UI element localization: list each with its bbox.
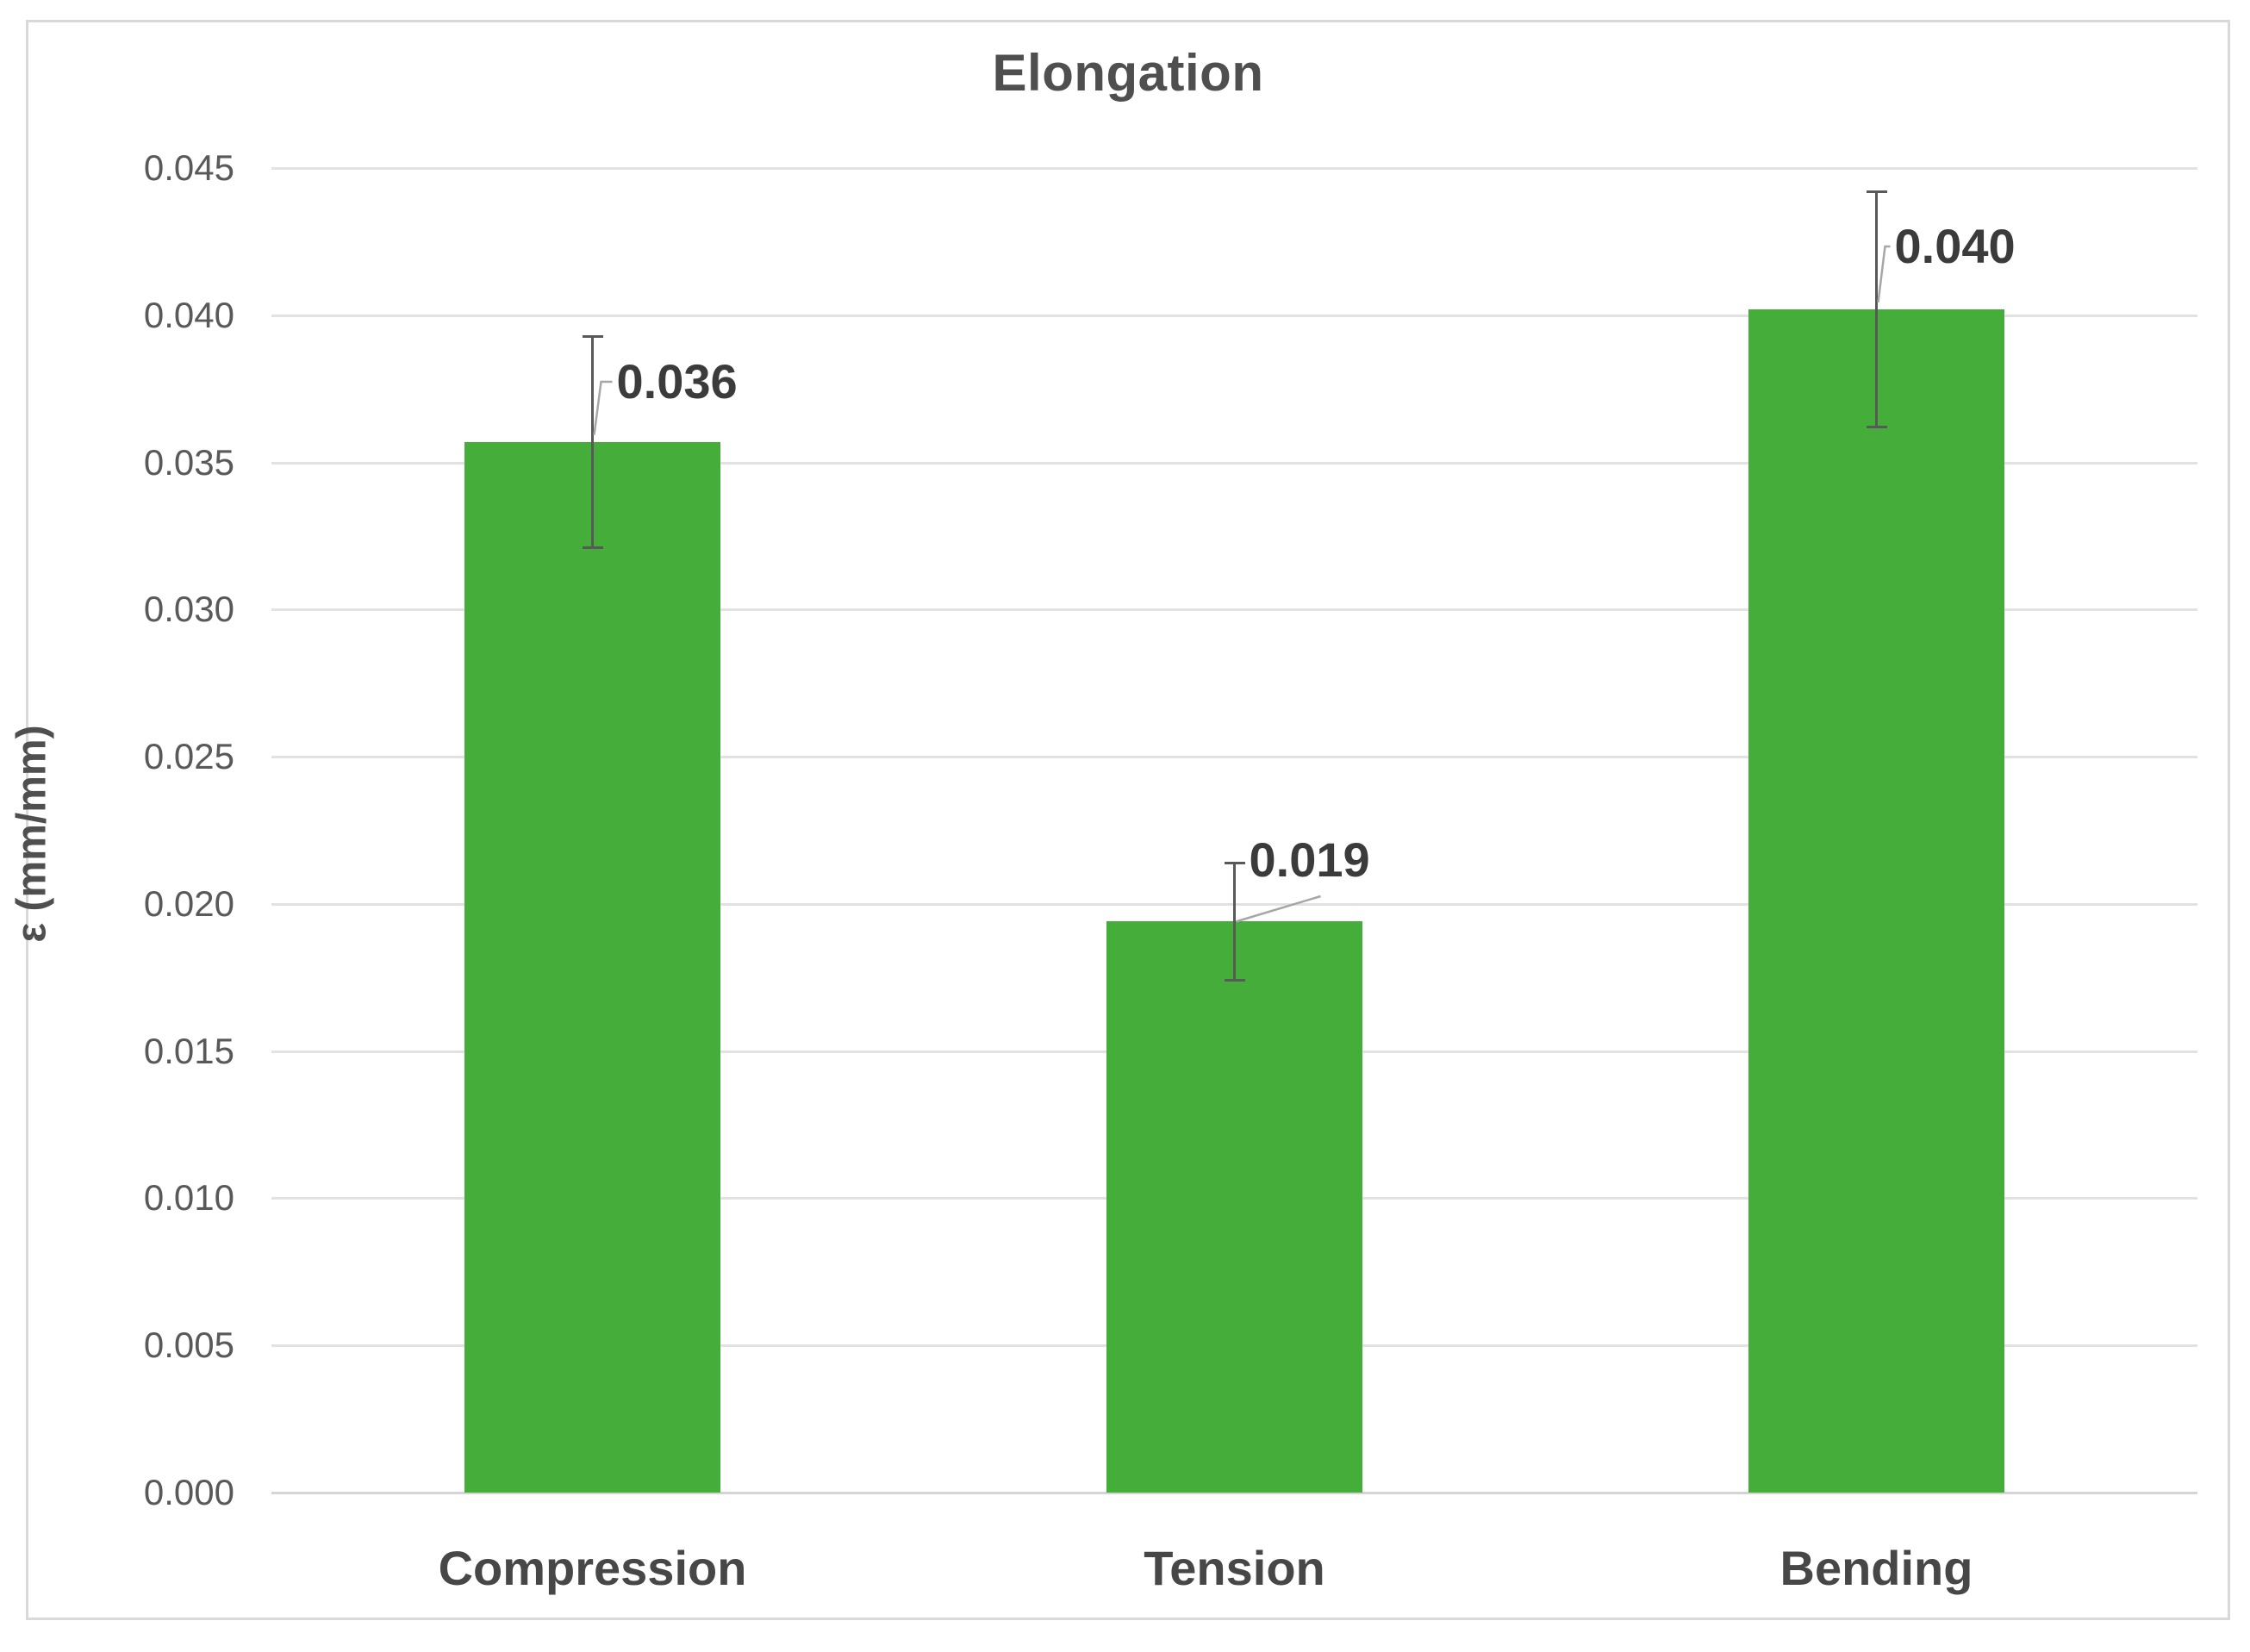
data-label: 0.040 xyxy=(1894,219,2016,273)
y-tick-label: 0.000 xyxy=(143,1472,234,1512)
y-tick-label: 0.020 xyxy=(143,882,234,924)
error-bar-cap-bottom xyxy=(1224,978,1245,982)
error-bar-cap-top xyxy=(582,334,603,338)
gridline xyxy=(271,756,2197,759)
error-bar-cap-bottom xyxy=(1866,425,1887,428)
bar-tension xyxy=(1106,921,1362,1493)
error-bar xyxy=(591,335,594,548)
category-label-tension: Tension xyxy=(1144,1541,1325,1595)
error-bar-cap-top xyxy=(1866,190,1887,194)
y-tick-label: 0.040 xyxy=(143,294,234,335)
gridline xyxy=(271,167,2197,170)
error-bar xyxy=(1233,863,1236,981)
error-bar xyxy=(1875,191,1878,427)
y-tick-label: 0.030 xyxy=(143,589,234,630)
x-axis-line xyxy=(271,1492,2197,1494)
category-label-bending: Bending xyxy=(1779,1541,1973,1595)
y-tick-label: 0.005 xyxy=(143,1325,234,1366)
y-tick-label: 0.035 xyxy=(143,441,234,483)
category-label-compression: Compression xyxy=(438,1541,747,1595)
y-tick-label: 0.015 xyxy=(143,1030,234,1071)
y-axis-title: ε (mm/mm) xyxy=(9,725,55,943)
gridline xyxy=(271,461,2197,464)
y-tick-label: 0.025 xyxy=(143,736,234,777)
bar-bending xyxy=(1748,309,2004,1493)
data-label: 0.019 xyxy=(1249,832,1370,887)
data-label: 0.036 xyxy=(616,354,738,408)
gridline xyxy=(271,314,2197,317)
chart-title: Elongation xyxy=(992,44,1264,102)
y-tick-label: 0.010 xyxy=(143,1177,234,1219)
error-bar-cap-top xyxy=(1224,862,1245,865)
error-bar-cap-bottom xyxy=(582,545,603,549)
y-tick-label: 0.045 xyxy=(143,147,234,188)
gridline xyxy=(271,608,2197,612)
bar-compression xyxy=(464,441,720,1493)
